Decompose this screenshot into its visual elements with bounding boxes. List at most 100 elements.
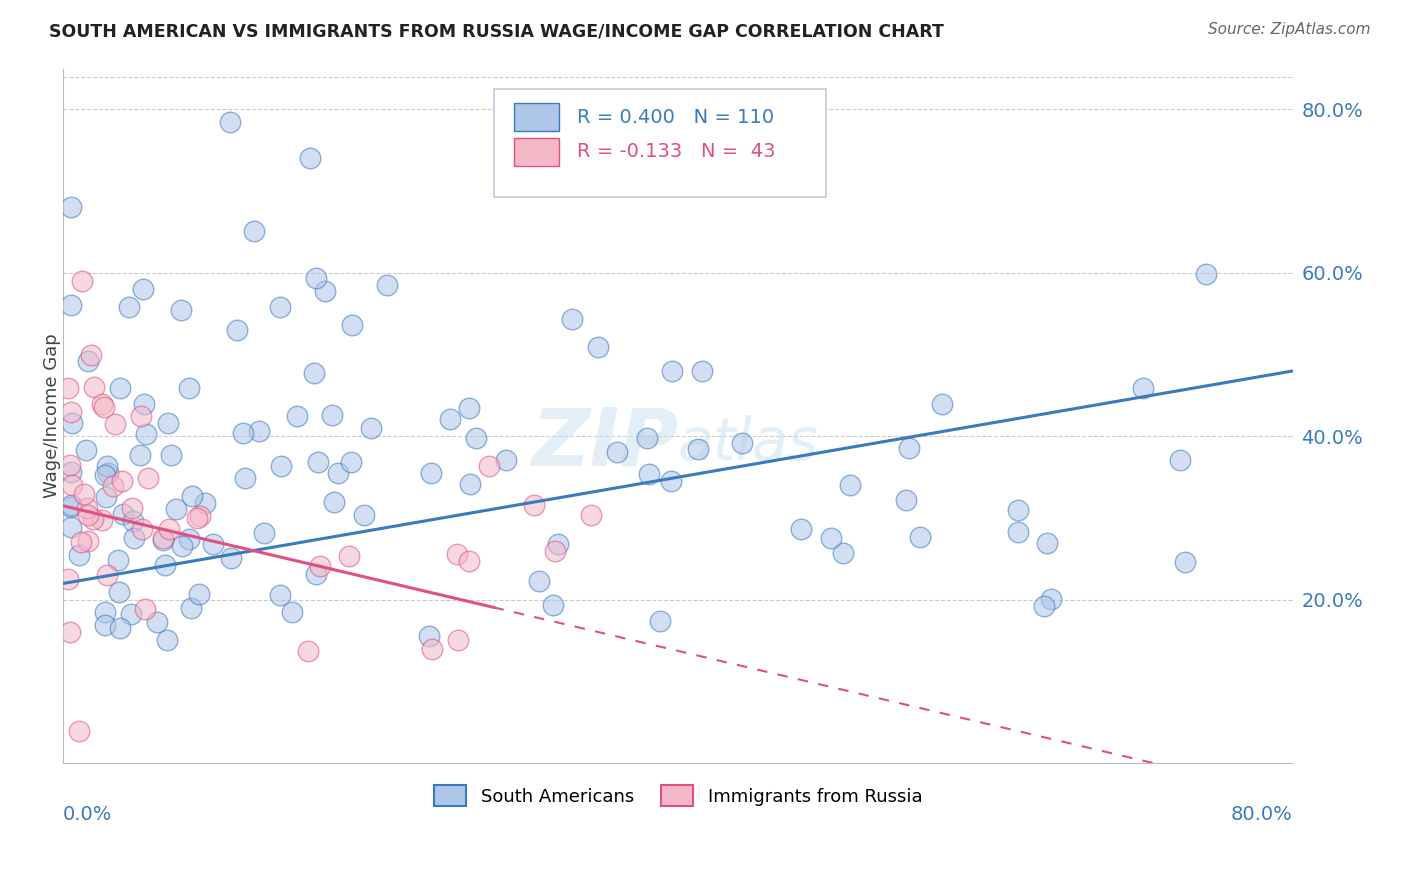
- Point: [59, 201, 82, 215]
- Point: [120, 607, 142, 621]
- Point: [297, 644, 319, 658]
- Point: [94, 490, 117, 504]
- Point: [58, 382, 80, 396]
- Point: [269, 300, 291, 314]
- Point: [135, 426, 157, 441]
- Text: 80.0%: 80.0%: [1232, 805, 1292, 824]
- Point: [690, 364, 713, 378]
- Point: [527, 574, 550, 588]
- Point: [638, 467, 661, 482]
- Point: [606, 444, 628, 458]
- Point: [225, 323, 247, 337]
- Point: [1174, 555, 1197, 569]
- Point: [153, 558, 176, 572]
- Legend: South Americans, Immigrants from Russia: South Americans, Immigrants from Russia: [426, 778, 929, 814]
- Point: [118, 300, 141, 314]
- Point: [107, 553, 129, 567]
- Point: [1036, 536, 1059, 550]
- Point: [157, 522, 180, 536]
- Point: [108, 621, 131, 635]
- Point: [232, 425, 254, 440]
- Point: [219, 550, 242, 565]
- Point: [931, 397, 953, 411]
- Text: atlas: atlas: [678, 415, 820, 472]
- Point: [544, 543, 567, 558]
- Point: [219, 115, 242, 129]
- Point: [101, 478, 124, 492]
- Point: [340, 455, 363, 469]
- Point: [56, 572, 79, 586]
- Y-axis label: Wage/Income Gap: Wage/Income Gap: [44, 334, 60, 499]
- Point: [561, 312, 583, 326]
- Point: [281, 605, 304, 619]
- Point: [375, 277, 398, 292]
- Point: [337, 549, 360, 564]
- Point: [77, 508, 100, 523]
- Point: [59, 500, 82, 515]
- Point: [269, 588, 291, 602]
- Point: [253, 526, 276, 541]
- Point: [172, 540, 194, 554]
- Point: [838, 478, 860, 492]
- Point: [152, 532, 174, 546]
- Point: [447, 633, 470, 648]
- Point: [129, 409, 152, 424]
- Point: [170, 303, 193, 318]
- Point: [243, 224, 266, 238]
- Point: [112, 507, 135, 521]
- Point: [193, 496, 215, 510]
- Point: [60, 478, 83, 492]
- Point: [156, 633, 179, 648]
- Point: [307, 455, 329, 469]
- Point: [80, 348, 103, 362]
- Point: [1007, 503, 1029, 517]
- Point: [132, 397, 155, 411]
- Point: [67, 723, 90, 738]
- Point: [523, 498, 546, 512]
- Point: [59, 519, 82, 533]
- Point: [1132, 381, 1154, 395]
- Point: [93, 401, 115, 415]
- Point: [299, 152, 322, 166]
- Point: [661, 364, 683, 378]
- Point: [586, 339, 609, 353]
- Point: [314, 284, 336, 298]
- Point: [132, 282, 155, 296]
- Point: [305, 566, 328, 581]
- Point: [908, 530, 931, 544]
- Point: [59, 624, 82, 639]
- Point: [820, 531, 842, 545]
- Text: SOUTH AMERICAN VS IMMIGRANTS FROM RUSSIA WAGE/INCOME GAP CORRELATION CHART: SOUTH AMERICAN VS IMMIGRANTS FROM RUSSIA…: [49, 22, 943, 40]
- Point: [60, 416, 83, 430]
- Point: [636, 431, 658, 445]
- Point: [233, 471, 256, 485]
- Point: [60, 498, 83, 512]
- Point: [730, 435, 752, 450]
- Point: [353, 508, 375, 523]
- Text: R = -0.133   N =  43: R = -0.133 N = 43: [578, 143, 776, 161]
- Point: [446, 547, 468, 561]
- Point: [579, 508, 602, 522]
- Point: [458, 477, 481, 491]
- Point: [1007, 525, 1029, 540]
- Point: [136, 471, 159, 485]
- Point: [1032, 599, 1054, 613]
- Point: [187, 586, 209, 600]
- Point: [70, 535, 93, 549]
- Point: [495, 453, 517, 467]
- Point: [270, 459, 292, 474]
- Point: [420, 641, 443, 656]
- Point: [478, 459, 501, 474]
- Text: Source: ZipAtlas.com: Source: ZipAtlas.com: [1208, 22, 1371, 37]
- Point: [121, 500, 143, 515]
- Point: [111, 474, 134, 488]
- Point: [90, 513, 112, 527]
- Point: [83, 380, 105, 394]
- Point: [688, 442, 710, 457]
- Point: [302, 366, 325, 380]
- Point: [97, 466, 120, 480]
- Point: [108, 381, 131, 395]
- Point: [420, 466, 443, 480]
- Text: R = 0.400   N = 110: R = 0.400 N = 110: [578, 108, 775, 127]
- Point: [188, 509, 211, 524]
